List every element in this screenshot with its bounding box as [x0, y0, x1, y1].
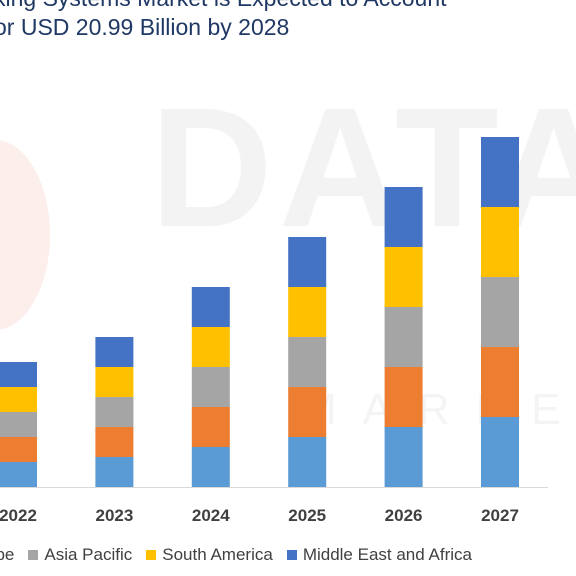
bar-2027-series-3	[481, 207, 519, 277]
legend-item-partial: ope	[0, 545, 14, 565]
bar-2026-series-2	[384, 307, 423, 367]
bar-2024-series-0	[191, 447, 230, 487]
bar-2027-series-0	[481, 417, 519, 487]
chart-title-line-1: king Systems Market is Expected to Accou…	[0, 0, 576, 13]
bar-2024-series-3	[191, 327, 230, 367]
legend-label-middle-east-africa: Middle East and Africa	[302, 545, 472, 564]
bar-2022-series-1	[0, 437, 37, 462]
bar-2022-series-4	[0, 362, 37, 387]
x-tick-label-2022: 2022	[0, 506, 37, 525]
bar-2022-series-0	[0, 462, 37, 487]
bar-2026-series-4	[384, 187, 423, 247]
bar-2022-series-3	[0, 387, 37, 412]
legend-label-asia-pacific: Asia Pacific	[44, 545, 133, 564]
legend-partial-label: ope	[0, 545, 15, 564]
x-tick-label-2024: 2024	[192, 506, 230, 525]
bar-2023-series-2	[95, 397, 134, 427]
stacked-bar-chart: 2022 2023 2024 2025 2026 2027	[0, 137, 548, 525]
chart-title: king Systems Market is Expected to Accou…	[0, 0, 576, 42]
bar-2025-series-2	[288, 337, 327, 387]
bar-2024-series-2	[191, 367, 230, 407]
x-tick-label-2025: 2025	[288, 506, 326, 525]
watermark-subtext: MARKET	[300, 385, 576, 434]
bar-2025-series-4	[288, 237, 327, 287]
x-tick-label-2023: 2023	[95, 506, 133, 525]
x-tick-label-2026: 2026	[385, 506, 423, 525]
legend-label-south-america: South America	[162, 545, 273, 564]
bar-2025-series-3	[288, 287, 327, 337]
legend-item-asia-pacific: Asia Pacific	[28, 545, 132, 565]
legend-item-middle-east-africa: Middle East and Africa	[286, 545, 472, 565]
bar-2026-series-1	[384, 367, 423, 427]
bar-2026-series-0	[384, 427, 423, 487]
legend-swatch-asia-pacific	[28, 550, 39, 560]
bar-2023-series-3	[95, 367, 134, 397]
legend-swatch-middle-east-africa	[286, 550, 297, 560]
bar-2024-series-4	[191, 287, 230, 327]
bar-2022-series-2	[0, 412, 37, 437]
bar-2024-series-1	[191, 407, 230, 447]
bar-2025-series-0	[288, 437, 327, 487]
bar-2023-series-4	[95, 337, 134, 367]
legend-swatch-south-america	[146, 550, 157, 560]
bar-2027-series-4	[481, 137, 519, 207]
bar-2025-series-1	[288, 387, 327, 437]
x-tick-label-2027: 2027	[481, 506, 519, 525]
legend-item-south-america: South America	[146, 545, 273, 565]
bar-2023-series-0	[95, 457, 134, 487]
chart-title-line-2: or USD 20.99 Billion by 2028	[0, 14, 290, 40]
bar-2027-series-2	[481, 277, 519, 347]
bar-2026-series-3	[384, 247, 423, 307]
bar-2023-series-1	[95, 427, 134, 457]
legend: ope Asia Pacific South America Middle Ea…	[0, 544, 486, 566]
bar-2027-series-1	[481, 347, 519, 417]
